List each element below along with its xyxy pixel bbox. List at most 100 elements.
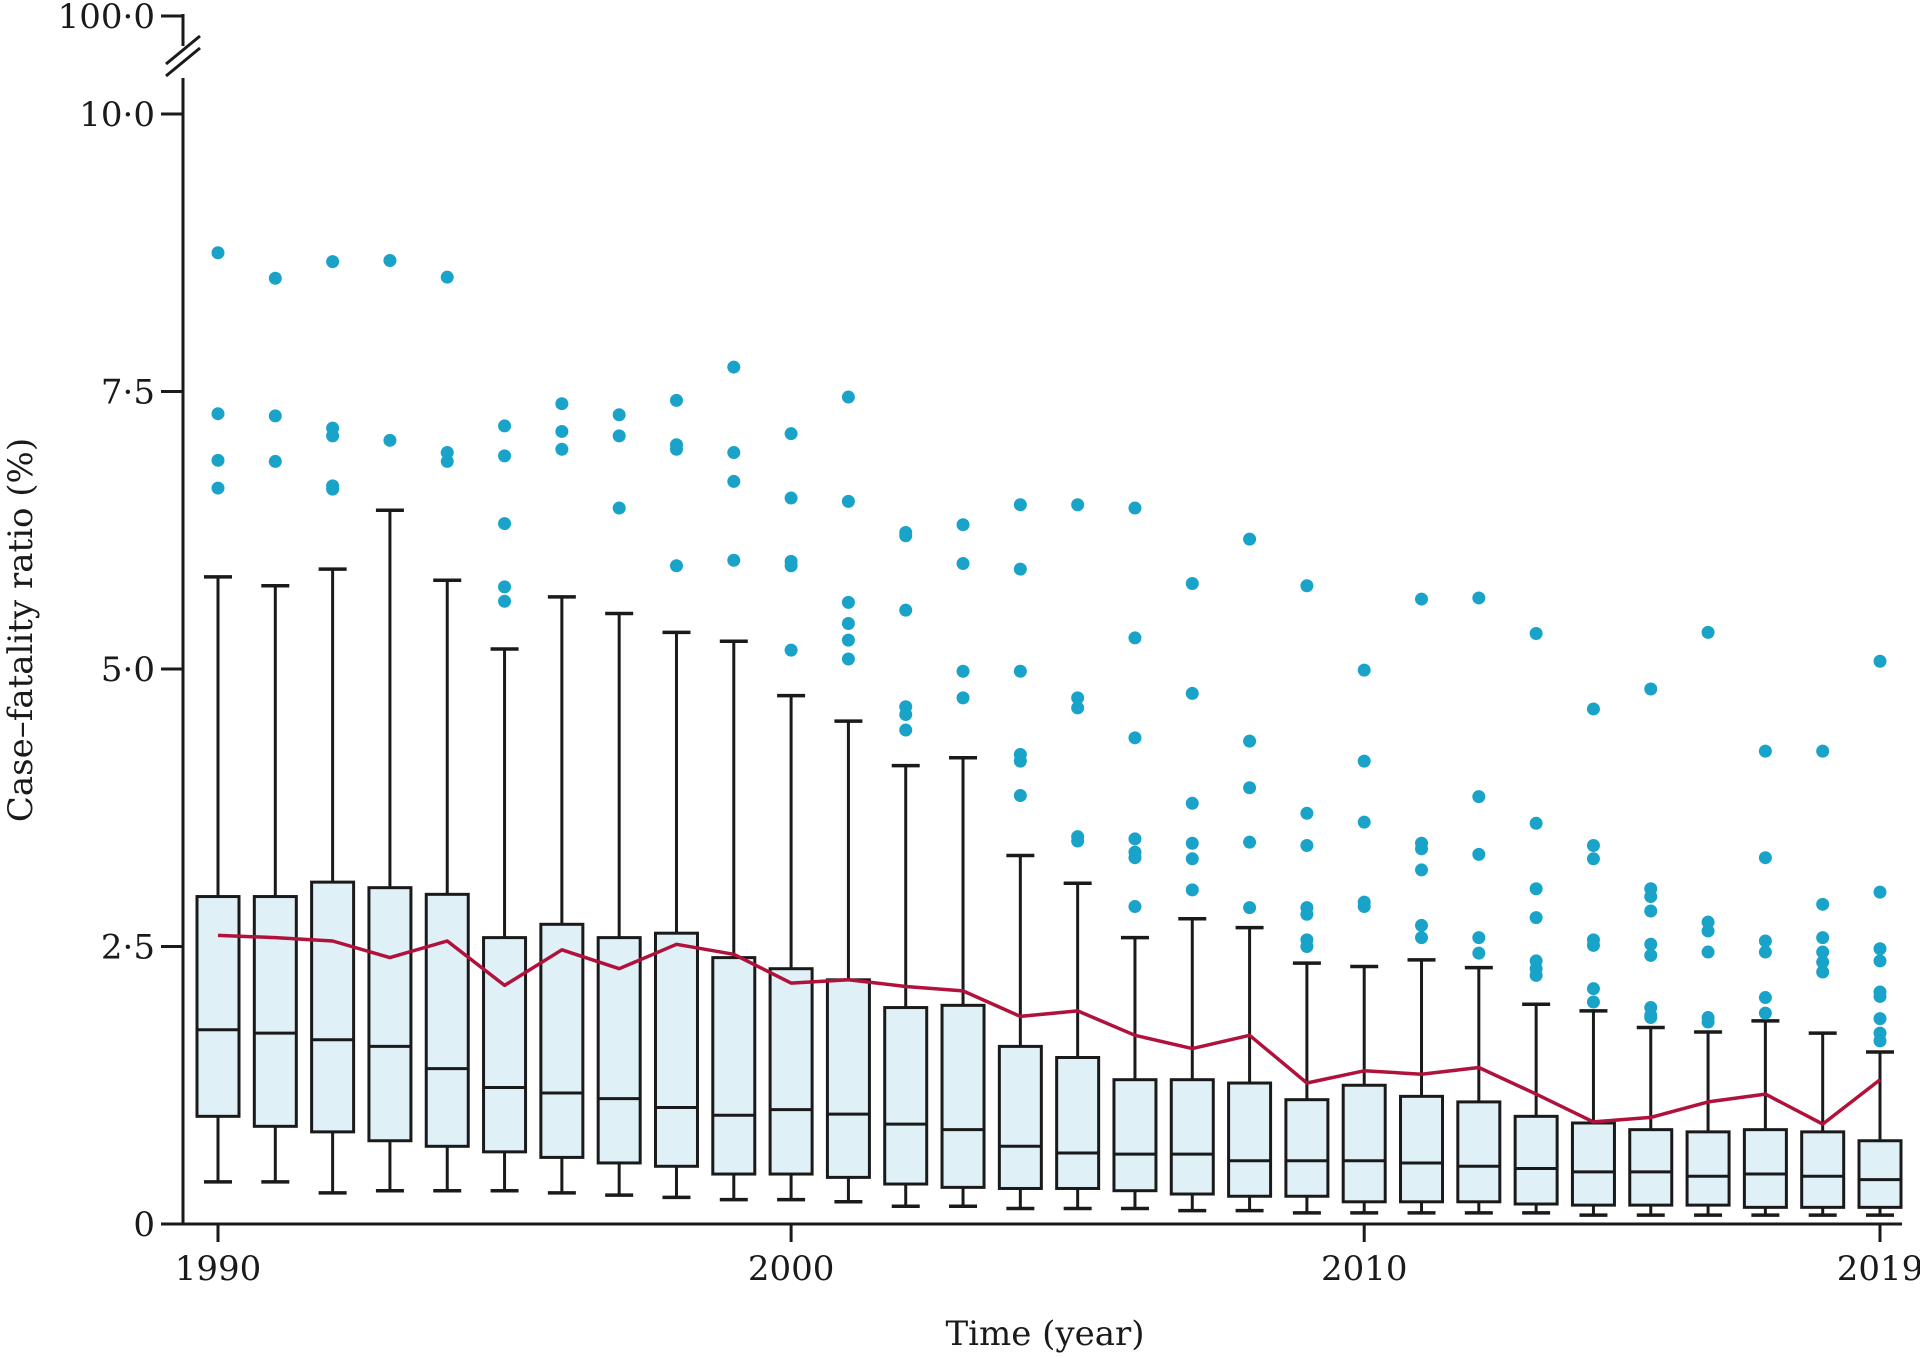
iqr-box-1997 [596, 936, 642, 1165]
outlier-point-1995-2 [498, 449, 512, 463]
box-1994 [424, 578, 470, 1193]
axis-break-mark-1 [165, 46, 201, 78]
outlier-point-1996-2 [555, 424, 569, 438]
y-tick-label: 100·0 [58, 0, 155, 37]
outlier-point-2018-5 [1816, 955, 1830, 969]
outlier-point-2011-3 [1415, 842, 1429, 856]
outlier-point-2005-1 [1071, 498, 1085, 512]
iqr-box-1992 [310, 880, 356, 1134]
iqr-box-1990 [195, 895, 241, 1118]
outlier-point-2007-3 [1185, 796, 1199, 810]
iqr-box-2004 [997, 1044, 1043, 1190]
outlier-point-2002-5 [899, 708, 913, 722]
outlier-point-2012-3 [1472, 847, 1486, 861]
outlier-point-2019-3 [1873, 942, 1887, 956]
outlier-point-2011-5 [1415, 918, 1429, 932]
outlier-point-2010-2 [1357, 754, 1371, 768]
outlier-point-1992-1 [326, 255, 340, 269]
iqr-box-2009 [1284, 1098, 1330, 1198]
outlier-point-2008-4 [1243, 835, 1257, 849]
outlier-point-1994-2 [440, 446, 454, 460]
outlier-point-2004-1 [1013, 498, 1027, 512]
outlier-point-2009-2 [1300, 806, 1314, 820]
box-2013 [1513, 1002, 1559, 1215]
iqr-box-2014 [1570, 1121, 1616, 1207]
box-2007 [1169, 917, 1215, 1213]
iqr-box-1995 [482, 936, 528, 1154]
outlier-point-2010-1 [1357, 663, 1371, 677]
outlier-point-1990-2 [211, 407, 225, 421]
outlier-point-2016-2 [1701, 915, 1715, 929]
x-tick-label: 2010 [1321, 1249, 1408, 1289]
outlier-point-2001-1 [841, 390, 855, 404]
outlier-point-1990-1 [211, 246, 225, 260]
outlier-point-1997-3 [612, 501, 626, 515]
outlier-point-2007-1 [1185, 577, 1199, 591]
y-tick-label: 0 [133, 1205, 155, 1245]
outlier-point-2001-2 [841, 494, 855, 508]
iqr-box-1993 [367, 886, 413, 1143]
box-2010 [1341, 964, 1387, 1215]
box-1993 [367, 508, 413, 1193]
outlier-point-2014-5 [1586, 938, 1600, 952]
outlier-point-2018-2 [1816, 897, 1830, 911]
outlier-point-2014-1 [1586, 702, 1600, 716]
outlier-point-2005-3 [1071, 701, 1085, 715]
outlier-point-2005-2 [1071, 691, 1085, 705]
outlier-point-2004-5 [1013, 754, 1027, 768]
outlier-point-1999-3 [727, 474, 741, 488]
outlier-point-1992-5 [326, 482, 340, 496]
outlier-point-2004-2 [1013, 562, 1027, 576]
axis-break-mark-2 [165, 34, 201, 66]
outlier-point-2007-6 [1185, 883, 1199, 897]
outlier-point-1996-3 [555, 442, 569, 456]
outlier-point-2012-1 [1472, 591, 1486, 605]
outlier-point-2016-4 [1701, 945, 1715, 959]
outlier-point-1992-3 [326, 429, 340, 443]
box-2008 [1227, 925, 1273, 1213]
outlier-point-1994-1 [440, 270, 454, 284]
outlier-point-2013-1 [1529, 626, 1543, 640]
outlier-point-2004-6 [1013, 789, 1027, 803]
outlier-point-2009-1 [1300, 579, 1314, 593]
outlier-point-2018-3 [1816, 931, 1830, 945]
outlier-point-1998-3 [669, 442, 683, 456]
outlier-point-2018-4 [1816, 945, 1830, 959]
outlier-point-2019-7 [1873, 1012, 1887, 1026]
box-2009 [1284, 961, 1330, 1215]
outlier-point-2009-5 [1300, 907, 1314, 921]
x-tick-label: 2019 [1837, 1249, 1920, 1289]
outlier-point-2002-6 [899, 723, 913, 737]
outlier-point-2009-3 [1300, 838, 1314, 852]
outlier-point-1995-5 [498, 594, 512, 608]
outlier-point-2011-1 [1415, 592, 1429, 606]
outlier-point-2006-6 [1128, 851, 1142, 865]
outlier-point-2006-4 [1128, 832, 1142, 846]
outlier-point-2004-3 [1013, 664, 1027, 678]
chart-marks [195, 246, 1903, 1217]
outlier-point-2001-5 [841, 633, 855, 647]
outlier-point-1990-4 [211, 481, 225, 495]
box-1991 [252, 584, 298, 1184]
outlier-point-2010-3 [1357, 815, 1371, 829]
outlier-point-2014-2 [1586, 838, 1600, 852]
outlier-point-2018-1 [1816, 744, 1830, 758]
outlier-point-1999-4 [727, 553, 741, 567]
box-2014 [1570, 1009, 1616, 1217]
iqr-box-2006 [1112, 1078, 1158, 1193]
outlier-point-2015-6 [1644, 948, 1658, 962]
outlier-point-2016-1 [1701, 625, 1715, 639]
outlier-point-2014-6 [1586, 982, 1600, 996]
outlier-point-1997-2 [612, 429, 626, 443]
box-2017 [1742, 1019, 1788, 1217]
outlier-point-1993-2 [383, 433, 397, 447]
outlier-point-2017-3 [1758, 934, 1772, 948]
y-tick-label: 10·0 [79, 95, 155, 135]
outlier-point-1993-1 [383, 254, 397, 268]
iqr-box-2007 [1169, 1078, 1215, 1196]
outlier-point-2000-1 [784, 427, 798, 441]
outlier-point-2018-6 [1816, 965, 1830, 979]
iqr-box-1998 [653, 931, 699, 1168]
box-2006 [1112, 935, 1158, 1211]
